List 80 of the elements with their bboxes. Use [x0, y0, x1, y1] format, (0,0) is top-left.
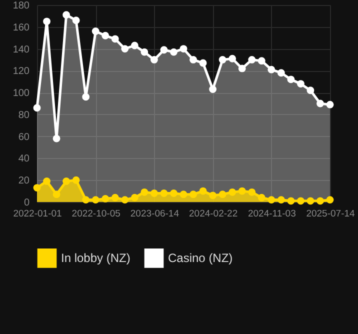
point [72, 176, 80, 184]
point [52, 190, 60, 198]
x-tick-label: 2022-10-05 [72, 208, 120, 220]
point [33, 104, 41, 112]
point [111, 35, 119, 43]
point [82, 93, 90, 101]
x-tick-label: 2024-11-03 [248, 208, 296, 220]
point [258, 57, 266, 65]
point [170, 190, 178, 197]
point [140, 188, 148, 196]
x-tick-label: 2022-01-01 [13, 208, 62, 220]
point [218, 190, 226, 198]
point [160, 46, 168, 54]
point [306, 197, 314, 205]
point [296, 80, 304, 88]
point [228, 188, 236, 196]
point [160, 190, 168, 197]
point [287, 76, 295, 84]
point [62, 11, 70, 19]
point [238, 187, 246, 195]
point [190, 56, 197, 64]
point [199, 187, 207, 195]
point [130, 42, 138, 50]
y-tick-label: 60 [18, 132, 30, 143]
point [140, 48, 148, 56]
point [150, 190, 158, 197]
point [306, 86, 314, 94]
point [248, 188, 256, 196]
point [296, 197, 304, 205]
point [190, 190, 197, 198]
y-tick-label: 120 [12, 66, 30, 78]
x-tick-label: 2024-02-22 [188, 208, 238, 220]
point [277, 196, 285, 204]
point [102, 195, 110, 202]
point [277, 69, 285, 77]
point [287, 197, 295, 205]
point [130, 194, 138, 202]
point [92, 28, 100, 35]
point [199, 59, 207, 67]
point [72, 16, 80, 24]
point [326, 100, 334, 108]
x-tick-label: 2025-07-14 [306, 208, 355, 220]
point [180, 45, 188, 52]
point [268, 196, 276, 204]
y-tick-label: 100 [12, 88, 30, 100]
point [316, 197, 324, 205]
y-tick-label: 160 [12, 22, 30, 34]
point [326, 196, 334, 204]
y-tick-label: 80 [18, 110, 30, 121]
y-tick-label: 40 [18, 154, 30, 165]
point [121, 45, 129, 52]
legend-label: In lobby (NZ) [61, 251, 130, 266]
point [228, 54, 236, 62]
legend-label: Casino (NZ) [168, 251, 233, 266]
point [218, 56, 226, 64]
y-tick-label: 20 [18, 176, 30, 187]
point [248, 56, 256, 64]
x-tick-label: 2023-06-14 [130, 208, 180, 220]
point [121, 196, 129, 204]
point [258, 194, 266, 202]
point [82, 196, 90, 204]
point [209, 86, 217, 93]
point [102, 32, 110, 40]
point [111, 194, 119, 202]
point [43, 178, 50, 185]
point [268, 66, 276, 74]
point [170, 48, 178, 56]
point [52, 134, 60, 142]
point [33, 184, 41, 192]
point [92, 196, 100, 204]
y-tick-label: 140 [12, 44, 30, 56]
point [62, 178, 70, 185]
y-tick-label: 0 [24, 198, 30, 208]
point [209, 192, 217, 200]
y-tick-label: 180 [12, 0, 30, 12]
point [150, 56, 158, 64]
point [316, 100, 324, 108]
point [180, 190, 188, 198]
point [43, 18, 50, 26]
point [238, 64, 246, 72]
